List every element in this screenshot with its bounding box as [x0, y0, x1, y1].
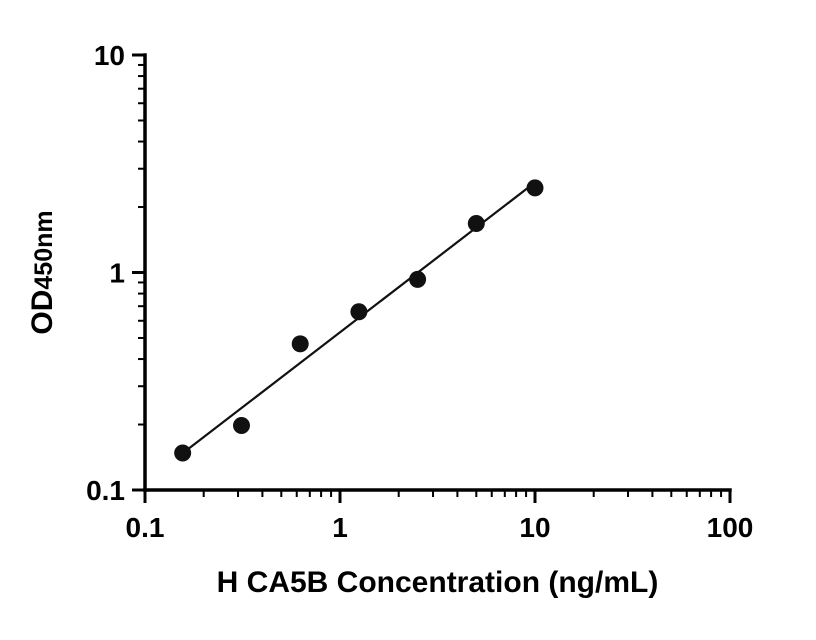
data-point: [232, 416, 250, 434]
x-tick-label: 0.1: [126, 512, 165, 543]
x-tick-label: 10: [519, 512, 550, 543]
x-tick-label: 1: [332, 512, 348, 543]
y-axis-title: OD450nm: [26, 210, 59, 334]
x-axis-title: H CA5B Concentration (ng/mL): [217, 566, 659, 599]
data-point: [291, 335, 309, 353]
data-point: [350, 303, 368, 321]
x-tick-label: 100: [707, 512, 754, 543]
data-point: [526, 179, 544, 197]
data-point: [467, 214, 485, 232]
data-point: [174, 444, 192, 462]
y-tick-label: 0.1: [86, 475, 125, 506]
y-tick-label: 1: [109, 258, 125, 289]
y-tick-label: 10: [94, 40, 125, 71]
data-point: [409, 270, 427, 288]
